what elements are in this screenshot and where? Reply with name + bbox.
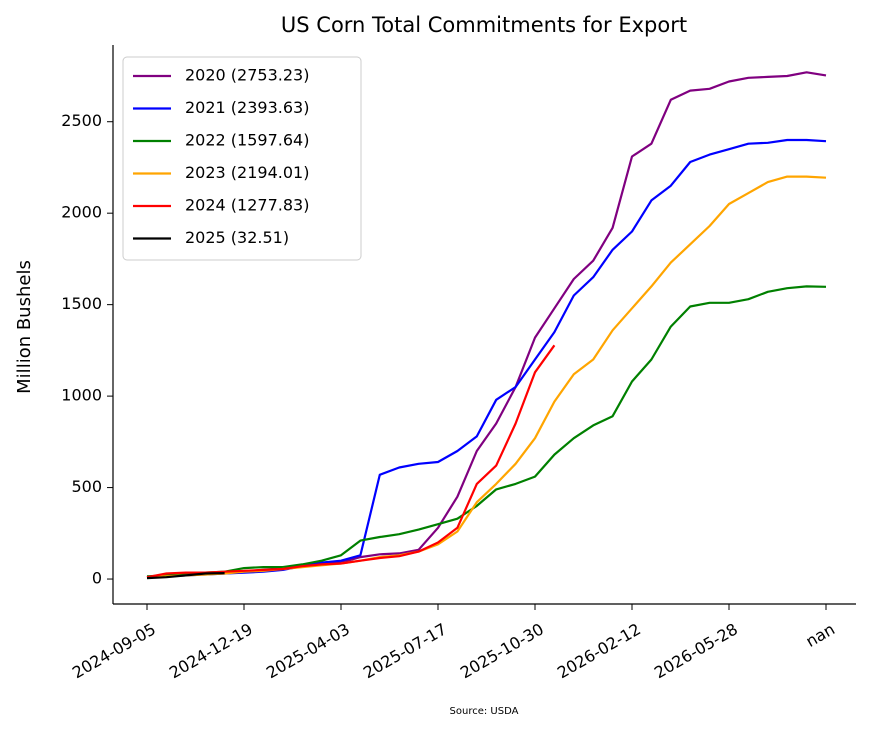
legend-label: 2021 (2393.63) (185, 98, 309, 117)
series-line (146, 344, 556, 579)
series-line (146, 572, 225, 580)
x-tick-label: 2026-02-12 (554, 619, 644, 682)
y-tick-label: 500 (71, 477, 102, 496)
legend-label: 2024 (1277.83) (185, 196, 309, 215)
legend-label: 2020 (2753.23) (185, 66, 309, 85)
x-tick-label: 2025-10-30 (457, 619, 547, 682)
legend-label: 2023 (2194.01) (185, 163, 309, 182)
legend-label: 2025 (32.51) (185, 228, 289, 247)
series-line (146, 285, 827, 578)
x-tick-label: 2024-09-05 (69, 619, 159, 682)
y-tick-label: 0 (92, 569, 102, 588)
x-tick-label: 2024-12-19 (166, 619, 256, 682)
y-tick-label: 2500 (61, 111, 102, 130)
source-note: Source: USDA (450, 706, 519, 717)
chart-title: US Corn Total Commitments for Export (281, 13, 687, 37)
y-axis-label: Million Bushels (14, 260, 35, 394)
x-tick-label: 2025-04-03 (263, 619, 353, 682)
x-tick-label: 2025-07-17 (360, 619, 450, 682)
x-tick-label: 2026-05-28 (651, 619, 741, 682)
x-tick-label: nan (802, 619, 838, 651)
y-tick-label: 1000 (61, 386, 102, 405)
legend-label: 2022 (1597.64) (185, 131, 309, 150)
legend-box (122, 56, 362, 261)
y-tick-label: 2000 (61, 203, 102, 222)
y-tick-label: 1500 (61, 294, 102, 313)
